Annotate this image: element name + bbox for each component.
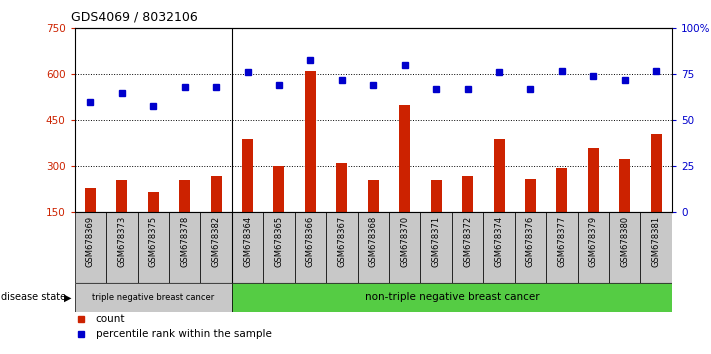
Text: disease state: disease state [1, 292, 67, 302]
Text: GSM678378: GSM678378 [180, 216, 189, 267]
Text: GSM678364: GSM678364 [243, 216, 252, 267]
Text: count: count [95, 314, 125, 325]
Bar [75, 212, 106, 283]
Bar [336, 163, 348, 212]
Bar [483, 212, 515, 283]
Bar [368, 180, 379, 212]
Bar [85, 188, 96, 212]
Bar [462, 176, 473, 212]
Bar [137, 212, 169, 283]
Bar [420, 212, 452, 283]
Text: GSM678381: GSM678381 [652, 216, 661, 267]
Bar [546, 212, 577, 283]
Bar [399, 105, 410, 212]
Bar [525, 179, 536, 212]
Text: GSM678370: GSM678370 [400, 216, 410, 267]
Bar [588, 148, 599, 212]
Text: GSM678369: GSM678369 [86, 216, 95, 267]
Text: GSM678365: GSM678365 [274, 216, 284, 267]
Text: GDS4069 / 8032106: GDS4069 / 8032106 [71, 11, 198, 24]
Text: GSM678377: GSM678377 [557, 216, 567, 267]
Text: GSM678371: GSM678371 [432, 216, 441, 267]
Bar [358, 212, 389, 283]
Bar [305, 71, 316, 212]
Bar [651, 134, 662, 212]
Text: GSM678380: GSM678380 [620, 216, 629, 267]
Bar [263, 212, 294, 283]
Text: GSM678374: GSM678374 [495, 216, 503, 267]
Text: GSM678382: GSM678382 [212, 216, 220, 267]
Bar [389, 212, 420, 283]
Bar [106, 212, 137, 283]
Text: GSM678366: GSM678366 [306, 216, 315, 267]
Text: ▶: ▶ [64, 292, 72, 302]
Bar [117, 180, 127, 212]
Bar [515, 212, 546, 283]
Bar [210, 176, 222, 212]
Bar [609, 212, 641, 283]
Bar [493, 139, 505, 212]
Bar [294, 212, 326, 283]
Bar [641, 212, 672, 283]
Bar [452, 212, 483, 283]
Bar [232, 212, 263, 283]
Bar [179, 180, 190, 212]
Bar [619, 159, 630, 212]
Text: GSM678368: GSM678368 [369, 216, 378, 267]
Bar [148, 193, 159, 212]
Bar [242, 139, 253, 212]
Bar [274, 166, 284, 212]
Text: GSM678367: GSM678367 [337, 216, 346, 267]
Text: percentile rank within the sample: percentile rank within the sample [95, 329, 272, 339]
Text: GSM678379: GSM678379 [589, 216, 598, 267]
Bar [232, 283, 672, 312]
Bar [201, 212, 232, 283]
Text: GSM678372: GSM678372 [463, 216, 472, 267]
Bar [169, 212, 201, 283]
Bar [75, 283, 232, 312]
Text: GSM678373: GSM678373 [117, 216, 127, 267]
Bar [577, 212, 609, 283]
Text: GSM678375: GSM678375 [149, 216, 158, 267]
Bar [431, 180, 442, 212]
Bar [326, 212, 358, 283]
Text: non-triple negative breast cancer: non-triple negative breast cancer [365, 292, 539, 302]
Text: GSM678376: GSM678376 [526, 216, 535, 267]
Bar [557, 168, 567, 212]
Text: triple negative breast cancer: triple negative breast cancer [92, 293, 214, 302]
